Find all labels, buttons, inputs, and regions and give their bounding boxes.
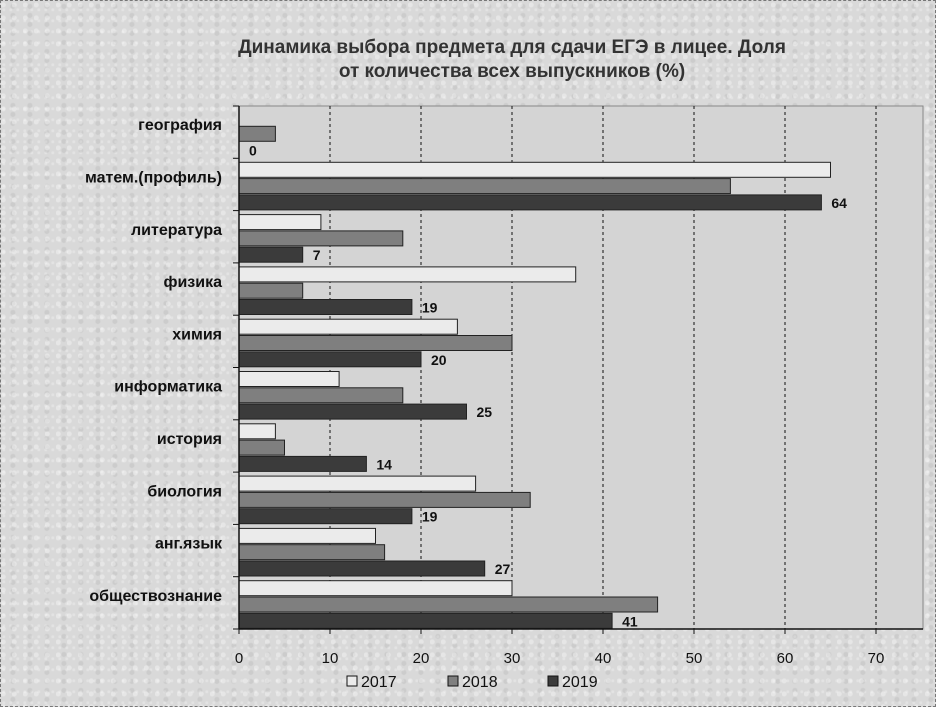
bar-2017-5	[238, 371, 340, 387]
bar-2018-8	[238, 544, 386, 561]
bar-2018-6	[238, 439, 285, 456]
data-label-1: 64	[831, 195, 847, 211]
category-label: биология	[147, 483, 222, 500]
category-label: анг.язык	[155, 536, 223, 553]
data-label-9: 41	[622, 613, 638, 629]
bar-2017-6	[238, 423, 276, 440]
x-tick-label-60: 60	[777, 650, 794, 667]
bars	[238, 125, 831, 629]
data-label-0: 0	[249, 143, 257, 159]
bar-2018-7	[238, 491, 531, 508]
category-label: информатика	[114, 379, 222, 396]
x-tick-label-70: 70	[868, 650, 885, 667]
legend: 2017 2018 2019	[346, 674, 598, 691]
bar-2019-4	[238, 351, 422, 368]
bar-2018-9	[238, 596, 659, 613]
data-label-8: 27	[495, 561, 511, 577]
bar-2019-7	[238, 508, 413, 525]
bar-2019-2	[238, 246, 304, 263]
legend-swatch-2018	[447, 675, 459, 687]
category-label: литература	[131, 222, 222, 239]
bar-2019-5	[238, 403, 467, 420]
bar-2018-5	[238, 387, 404, 404]
bar-2019-8	[238, 560, 486, 577]
legend-swatch-2017	[346, 675, 358, 687]
data-label-6: 14	[376, 456, 392, 472]
legend-label-2017: 2017	[361, 674, 397, 691]
bar-2017-1	[238, 161, 831, 178]
category-label: обществознание	[89, 588, 222, 605]
axes: 0 10 20 30 40 50 60 70	[233, 105, 923, 667]
x-tick-label-10: 10	[322, 650, 339, 667]
bar-2017-3	[238, 266, 577, 283]
legend-label-2019: 2019	[562, 674, 598, 691]
chart-title-line-1: Динамика выбора предмета для сдачи ЕГЭ в…	[238, 37, 786, 58]
bar-2017-4	[238, 318, 458, 335]
bar-2018-3	[238, 282, 304, 299]
category-label: матем.(профиль)	[85, 169, 222, 186]
data-label-7: 19	[422, 509, 438, 525]
data-label-4: 20	[431, 352, 447, 368]
legend-swatch-2019	[547, 675, 559, 687]
x-tick-label-20: 20	[413, 650, 430, 667]
bar-2019-6	[238, 455, 367, 472]
legend-label-2018: 2018	[462, 674, 498, 691]
data-label-2: 7	[313, 247, 321, 263]
chart-title-line-2: от количества всех выпускников (%)	[339, 61, 685, 82]
category-label: история	[157, 431, 222, 448]
x-tick-label-0: 0	[235, 650, 243, 667]
bar-2017-9	[238, 580, 513, 597]
bar-2018-1	[238, 178, 731, 195]
x-tick-label-40: 40	[595, 650, 612, 667]
category-label: химия	[172, 326, 222, 343]
x-tick-label-30: 30	[504, 650, 521, 667]
bar-2017-8	[238, 527, 376, 544]
x-tick-label-50: 50	[686, 650, 703, 667]
bar-2017-7	[238, 475, 477, 492]
bar-2018-0	[238, 125, 276, 142]
bar-2019-9	[238, 612, 613, 629]
data-label-5: 25	[477, 404, 493, 420]
category-label: физика	[163, 274, 222, 291]
labels: география 0 матем.(профиль) 64 литература 7 фи…	[85, 117, 847, 629]
bar-2017-2	[238, 214, 322, 231]
bar-2019-3	[238, 299, 413, 315]
data-label-3: 19	[422, 300, 438, 316]
bar-2019-1	[238, 194, 822, 211]
bar-2018-4	[238, 335, 513, 351]
bar-2018-2	[238, 230, 404, 247]
category-label: география	[138, 117, 222, 134]
